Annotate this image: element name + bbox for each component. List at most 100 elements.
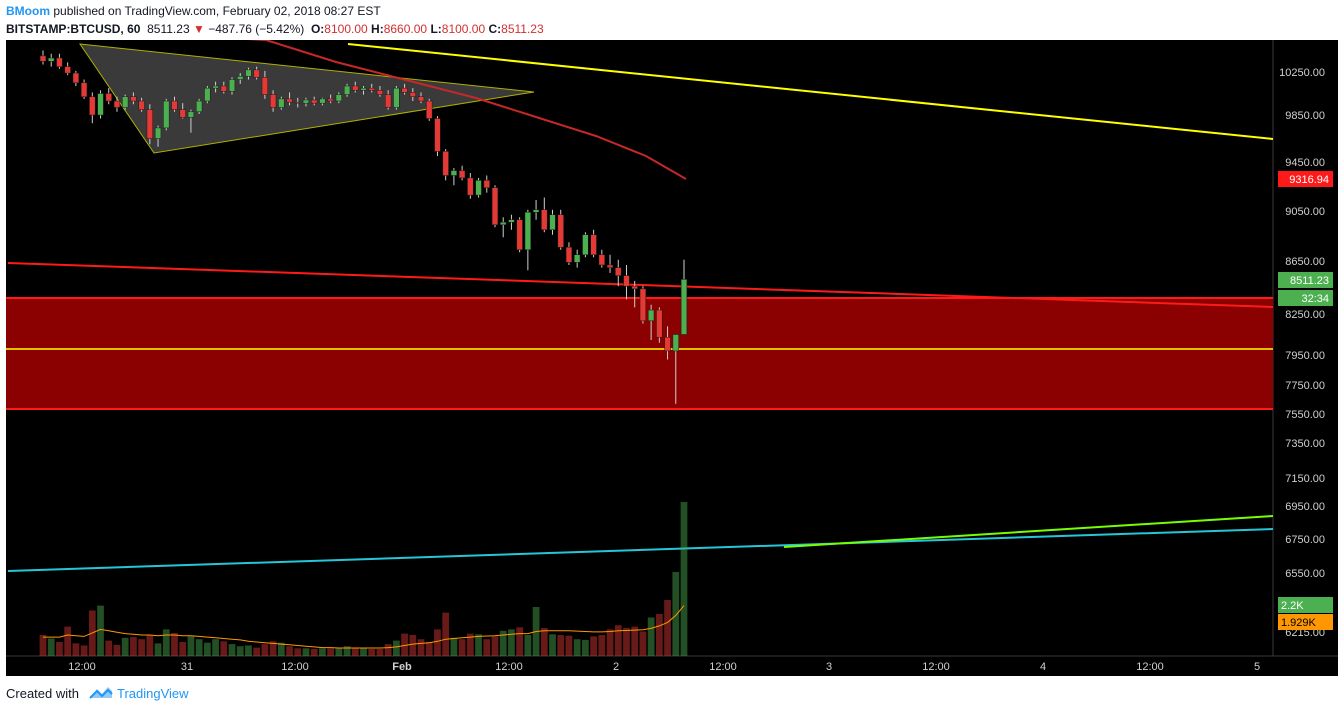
candle-body xyxy=(549,214,556,230)
candle-body xyxy=(113,100,121,108)
volume-bar xyxy=(327,648,335,656)
candle-body xyxy=(187,111,195,118)
volume-tag-box xyxy=(1278,614,1333,630)
candle-body xyxy=(130,96,137,102)
candle-body xyxy=(598,254,605,266)
volume-bar xyxy=(319,648,326,656)
tradingview-link[interactable]: TradingView xyxy=(117,686,189,701)
volume-bar xyxy=(245,645,252,656)
down-arrow-icon: ▼ xyxy=(192,22,205,36)
candle-body xyxy=(631,285,638,290)
candle-body xyxy=(442,151,449,176)
candle-body xyxy=(163,100,170,129)
chart-area[interactable]: 10250.00 9850.00 9450.00 9050.00 8650.00 8250… xyxy=(6,33,1338,676)
volume-bar xyxy=(368,649,376,656)
price-tick-label: 9450.00 xyxy=(1285,157,1325,169)
volume-bar xyxy=(171,632,178,656)
volume-bar xyxy=(590,636,597,656)
price-tick-label: 8250.00 xyxy=(1285,309,1325,321)
volume-bar xyxy=(540,628,548,656)
volume-bar xyxy=(466,633,474,656)
tradingview-logo-icon[interactable] xyxy=(88,684,114,702)
price-change: −487.76 (−5.42%) xyxy=(208,22,305,36)
candle-body xyxy=(623,275,630,287)
volume-bar xyxy=(113,644,121,656)
volume-bar xyxy=(508,629,515,656)
candle-body xyxy=(80,82,88,97)
volume-bar xyxy=(401,633,408,656)
volume-bar xyxy=(655,614,663,656)
candle-body xyxy=(327,98,334,102)
volume-bar xyxy=(524,635,532,656)
volume-tag-box xyxy=(1278,597,1333,613)
volume-bar xyxy=(458,639,466,656)
volume-bar xyxy=(351,647,359,656)
volume-bar xyxy=(425,642,433,656)
volume-bar xyxy=(80,645,88,656)
close-label: C: xyxy=(488,22,502,36)
volume-bar xyxy=(672,572,680,656)
volume-bar xyxy=(614,625,622,656)
price-tick-label: 6550.00 xyxy=(1285,568,1325,580)
volume-bar xyxy=(335,648,343,656)
price-chart-svg[interactable]: 10250.00 9850.00 9450.00 9050.00 8650.00 8250… xyxy=(6,33,1338,676)
candle-body xyxy=(475,180,482,196)
volume-bar xyxy=(573,639,581,656)
volume-bar xyxy=(384,644,392,656)
green-trendline xyxy=(783,515,1274,548)
time-tick-label: 12:00 xyxy=(709,661,737,673)
price-tag-label: 32:34 xyxy=(1301,293,1329,305)
moving-average-line xyxy=(155,33,687,180)
candle-body xyxy=(491,187,499,226)
close-value: 8511.23 xyxy=(501,22,544,36)
candle-body xyxy=(516,219,523,250)
volume-bar xyxy=(56,642,63,656)
volume-bar xyxy=(434,629,441,656)
author-name[interactable]: BMoom xyxy=(6,4,50,18)
candle-body xyxy=(138,100,145,110)
volume-bar xyxy=(582,639,589,656)
time-tick-label: 2 xyxy=(613,661,619,673)
candle-body xyxy=(212,85,219,89)
candle-body xyxy=(39,55,47,62)
candle-body xyxy=(352,85,359,91)
candle-body xyxy=(467,177,474,196)
volume-bar xyxy=(343,646,351,656)
price-tag-box xyxy=(1278,272,1333,288)
candle-body xyxy=(508,219,515,223)
candle-body xyxy=(434,118,441,152)
candle-body xyxy=(426,100,433,119)
volume-bar xyxy=(261,644,269,656)
candle-body xyxy=(319,98,326,104)
volume-bar xyxy=(639,631,647,656)
volume-bar xyxy=(146,635,154,656)
volume-bar xyxy=(39,635,47,656)
price-tick-label: 6950.00 xyxy=(1285,501,1325,513)
volume-ma-line xyxy=(43,605,685,649)
candle-body xyxy=(393,87,400,108)
candle-body xyxy=(245,69,252,77)
candle-body xyxy=(56,57,63,67)
volume-bar xyxy=(277,642,285,656)
candle-body xyxy=(278,98,285,108)
candle-body xyxy=(376,90,384,95)
candle-body xyxy=(557,214,564,248)
candle-body xyxy=(204,87,211,102)
volume-bar xyxy=(606,629,614,656)
price-tick-label: 7350.00 xyxy=(1285,438,1325,450)
candle-body xyxy=(253,69,260,78)
published-text: published on TradingView.com, February 0… xyxy=(53,4,381,18)
volume-bar xyxy=(121,637,129,656)
candle-body xyxy=(269,94,277,108)
volume-bar xyxy=(623,628,630,656)
open-label: O: xyxy=(310,22,325,36)
chart-header: BMoom published on TradingView.com, Febr… xyxy=(0,0,1344,40)
price-tick-label: 6750.00 xyxy=(1285,534,1325,546)
volume-bar xyxy=(105,640,113,656)
volume-bar xyxy=(516,627,524,656)
open-value: 8100.00 xyxy=(324,22,368,36)
candle-body xyxy=(664,336,671,352)
publish-line: BMoom published on TradingView.com, Febr… xyxy=(6,4,381,18)
volume-bar xyxy=(130,637,137,656)
volume-bar xyxy=(450,637,458,656)
